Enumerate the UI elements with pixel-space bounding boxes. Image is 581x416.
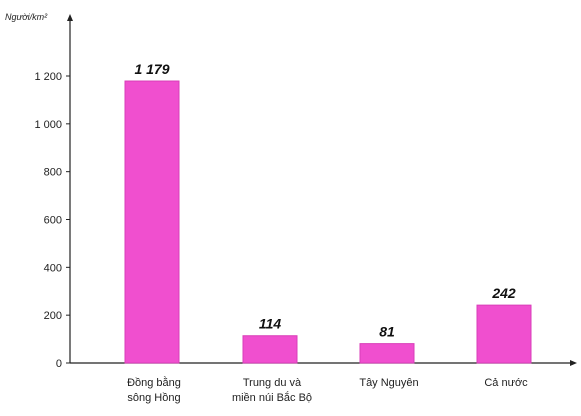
category-label: Trung du và xyxy=(243,377,302,389)
y-tick-label: 0 xyxy=(56,358,62,370)
y-tick-label: 200 xyxy=(44,310,62,322)
bar xyxy=(359,343,415,364)
category-label: Cả nước xyxy=(484,377,528,389)
y-tick-label: 1 000 xyxy=(34,119,62,131)
x-axis-arrow xyxy=(570,360,577,366)
labels: Người/km² 0 200 400 600 800 1 000 1 200 1 179 Đồn… xyxy=(5,12,528,404)
bar xyxy=(124,80,180,364)
bar xyxy=(242,335,298,364)
bar-value-label: 114 xyxy=(259,316,282,332)
y-tick-label: 1 200 xyxy=(34,71,62,83)
y-tick-label: 400 xyxy=(44,262,62,274)
category-label: Đồng bằng xyxy=(127,376,181,389)
bar-value-label: 242 xyxy=(491,285,516,301)
bar xyxy=(476,304,532,364)
category-label: miền núi Bắc Bộ xyxy=(232,391,312,404)
y-axis-arrow xyxy=(67,14,73,21)
y-tick-label: 800 xyxy=(44,167,62,179)
category-label: sông Hồng xyxy=(127,392,180,404)
bar-value-label: 81 xyxy=(379,324,395,340)
y-tick-label: 600 xyxy=(44,215,62,227)
y-axis-unit-label: Người/km² xyxy=(5,12,48,22)
bars xyxy=(124,80,532,364)
category-label: Tây Nguyên xyxy=(359,377,418,389)
bar-value-label: 1 179 xyxy=(134,61,169,77)
